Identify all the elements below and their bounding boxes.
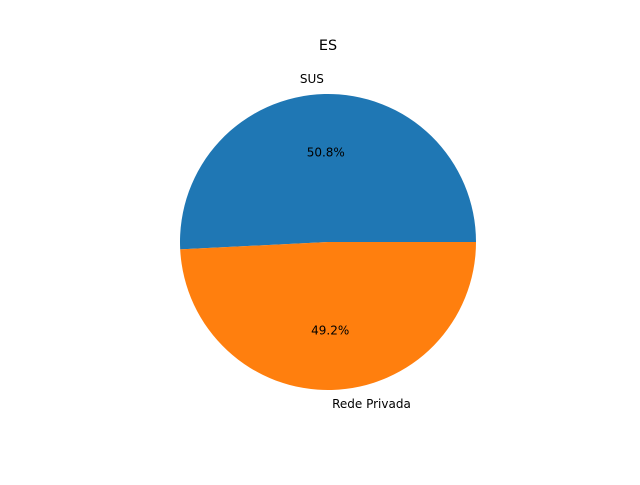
pie-slices (180, 93, 477, 390)
pie-slice-sus (180, 93, 477, 250)
pie-labels: SUS 50.8% Rede Privada 49.2% (300, 72, 411, 411)
slice-label-rede-privada: Rede Privada (332, 397, 411, 411)
pie-slice-rede-privada (180, 242, 476, 390)
slice-percent-sus: 50.8% (307, 146, 345, 160)
slice-percent-rede-privada: 49.2% (311, 323, 349, 337)
chart-title: ES (319, 38, 337, 54)
slice-label-sus: SUS (300, 72, 324, 86)
